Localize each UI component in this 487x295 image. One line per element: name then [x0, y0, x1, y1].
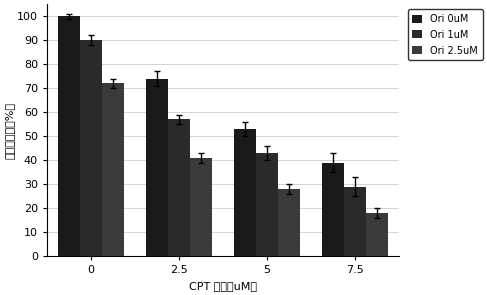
Bar [102, 83, 124, 256]
Bar [58, 16, 80, 256]
Bar [278, 189, 300, 256]
Bar [344, 187, 366, 256]
Bar [190, 158, 212, 256]
Bar [322, 163, 344, 256]
Bar [256, 153, 278, 256]
Y-axis label: 细胞存活率（%）: 细胞存活率（%） [4, 102, 14, 159]
Bar [80, 40, 102, 256]
Bar [366, 213, 388, 256]
Bar [168, 119, 190, 256]
X-axis label: CPT 浓度（uM）: CPT 浓度（uM） [189, 281, 257, 291]
Bar [146, 78, 168, 256]
Bar [234, 129, 256, 256]
Legend: Ori 0uM, Ori 1uM, Ori 2.5uM: Ori 0uM, Ori 1uM, Ori 2.5uM [408, 9, 483, 60]
